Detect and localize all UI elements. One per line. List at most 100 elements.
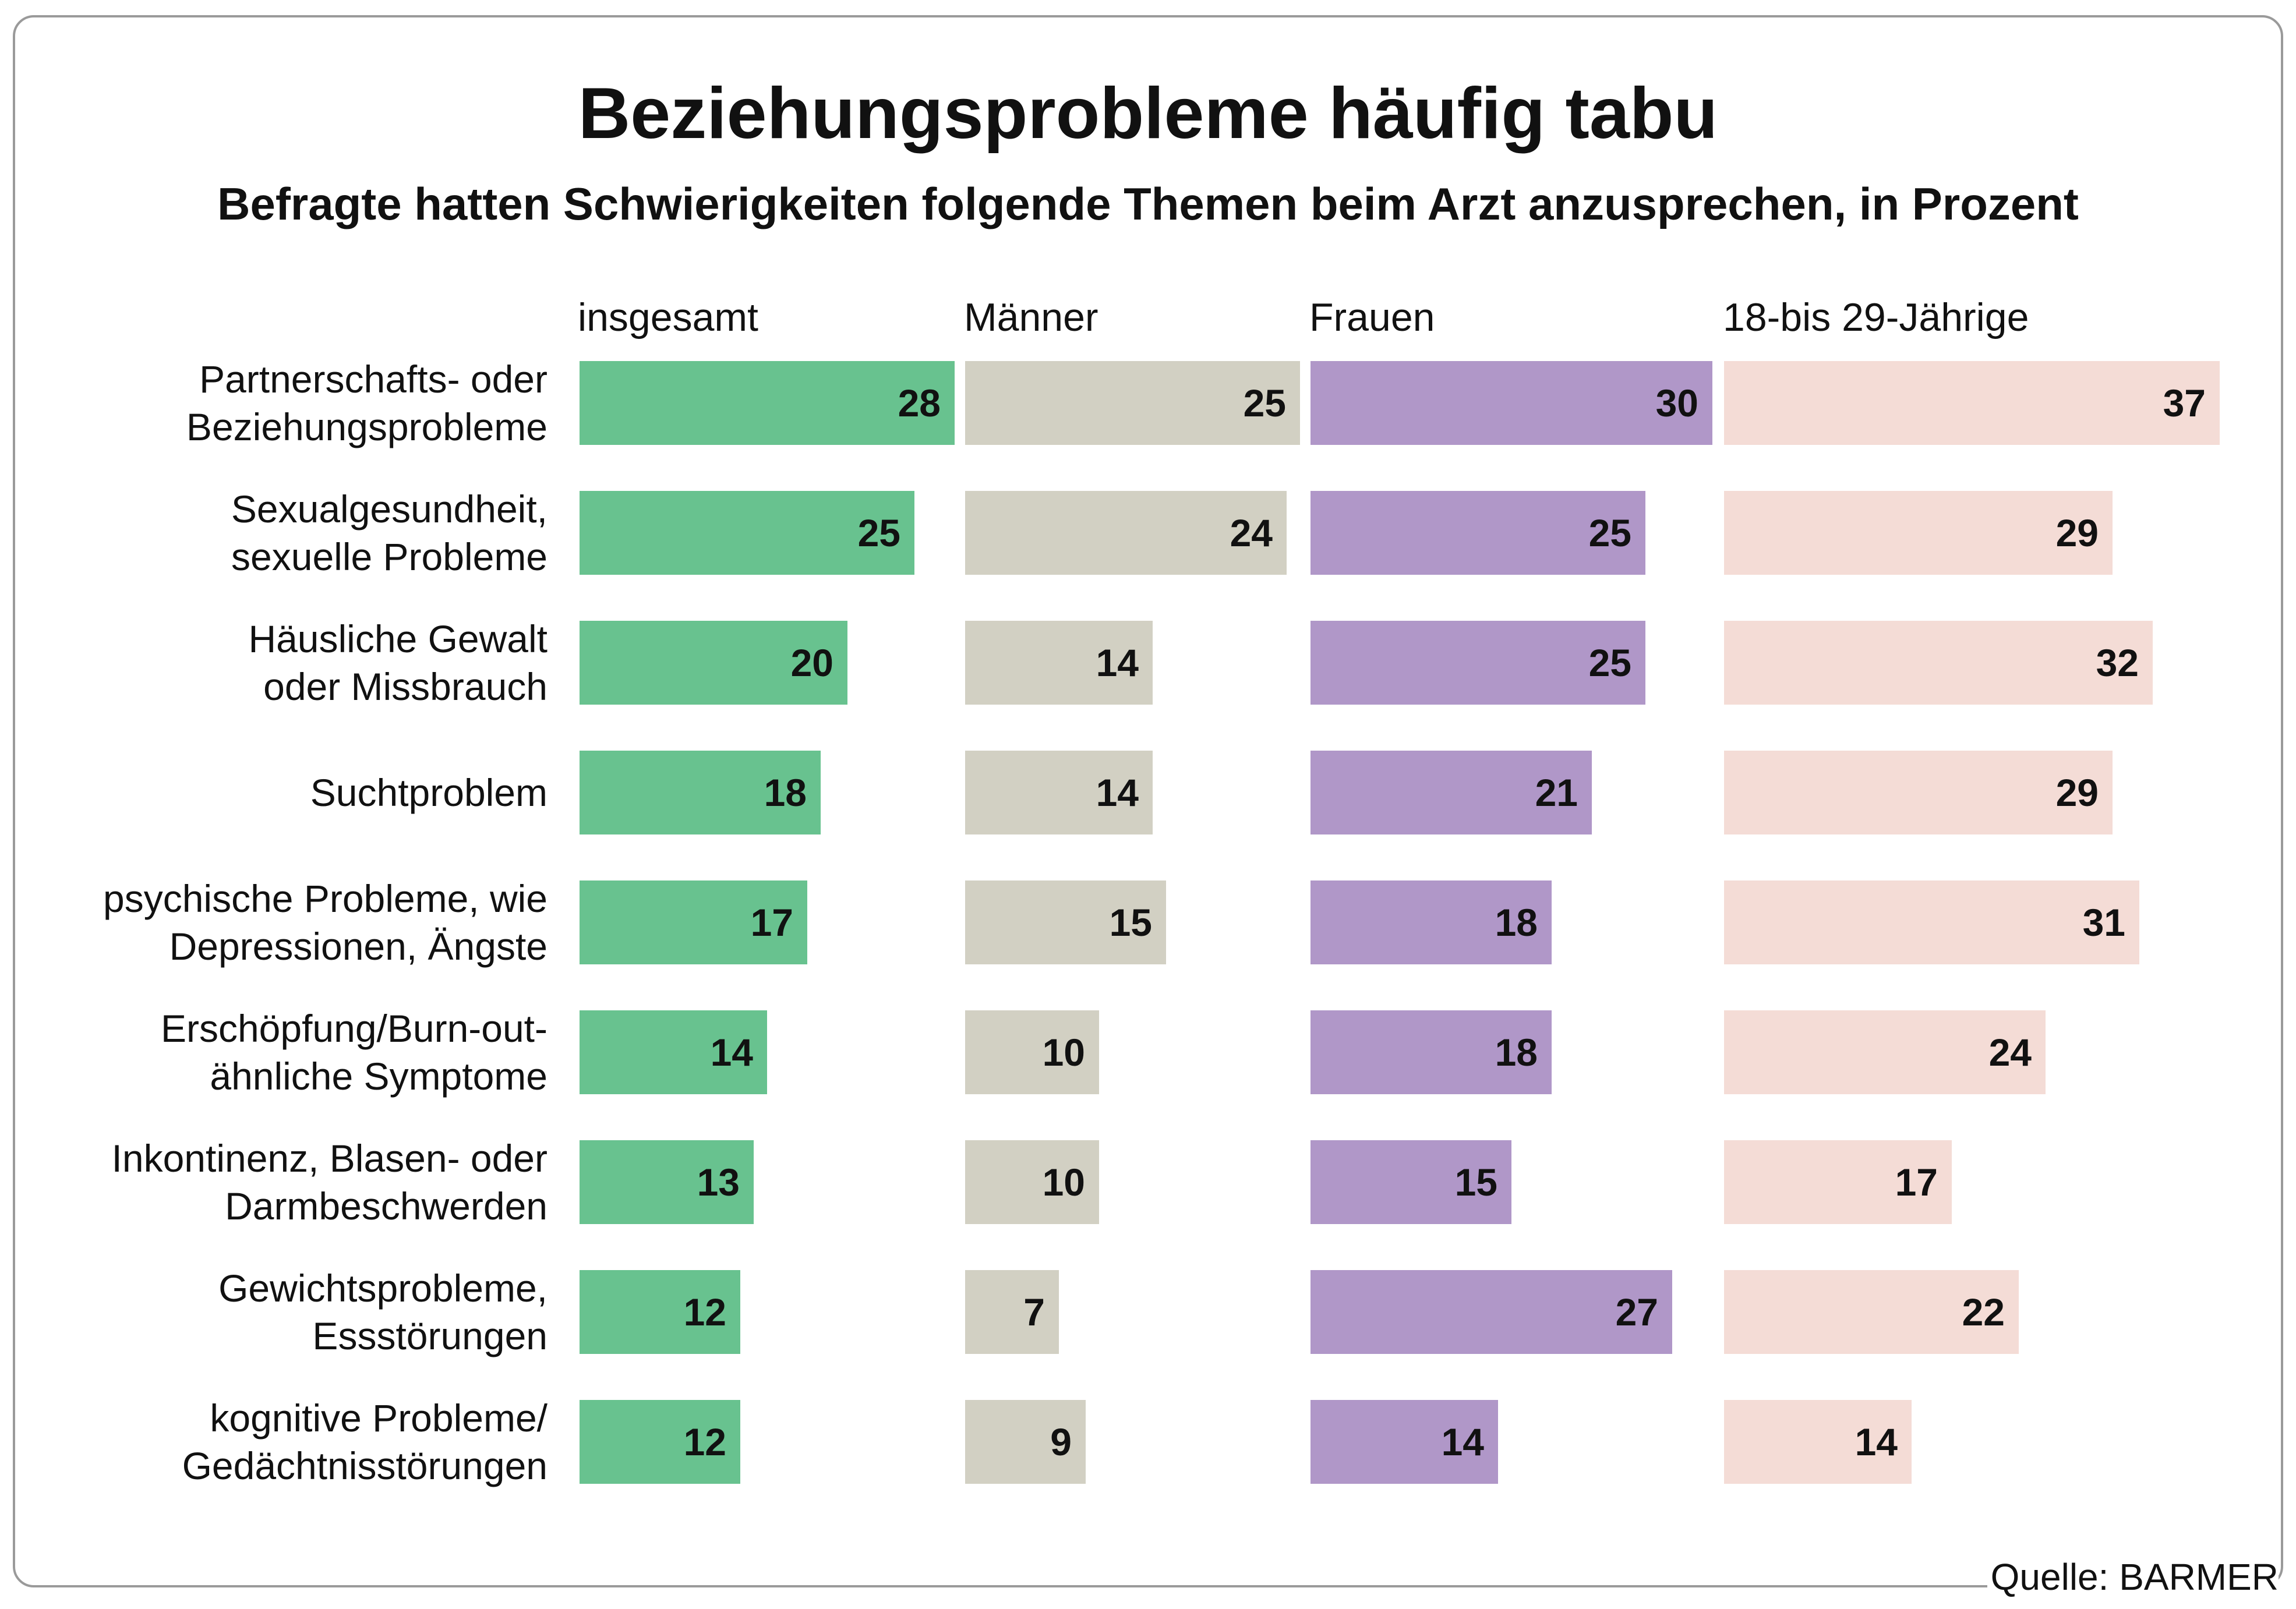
- bar-value-label: 9: [1050, 1420, 1072, 1463]
- bar-value-label: 14: [710, 1031, 753, 1074]
- bar-insgesamt: [580, 1010, 767, 1094]
- bar-value-label: 27: [1615, 1290, 1658, 1334]
- bar-jung: [1724, 361, 2220, 445]
- bar-value-label: 21: [1535, 771, 1578, 814]
- bar-value-label: 25: [1588, 511, 1631, 554]
- bar-value-label: 18: [1495, 901, 1538, 944]
- bar-insgesamt: [580, 1140, 754, 1224]
- bar-frauen: [1311, 751, 1592, 834]
- bar-value-label: 32: [2096, 641, 2139, 684]
- bar-value-label: 22: [1962, 1290, 2005, 1334]
- bar-insgesamt: [580, 880, 807, 964]
- row-label-line: Suchtproblem: [310, 771, 547, 814]
- bar-value-label: 12: [683, 1290, 726, 1334]
- row-label: Partnerschafts- oder Beziehungsprobleme: [35, 355, 547, 451]
- column-header-frauen: Frauen: [1309, 295, 1435, 340]
- bar-insgesamt: [580, 751, 821, 834]
- row-label-line: Sexualgesundheit,: [231, 487, 547, 531]
- bar-value-label: 14: [1096, 771, 1139, 814]
- row-label-line: Partnerschafts- oder: [199, 358, 547, 401]
- column-header-jung: 18-bis 29-Jährige: [1723, 295, 2029, 340]
- bar-value-label: 15: [1109, 901, 1152, 944]
- bar-value-label: 15: [1454, 1161, 1497, 1204]
- row-label-line: Häusliche Gewalt: [248, 617, 547, 660]
- bar-frauen: [1311, 1140, 1511, 1224]
- bar-value-label: 17: [1895, 1161, 1938, 1204]
- bar-frauen: [1311, 361, 1712, 445]
- bar-value-label: 12: [683, 1420, 726, 1463]
- bar-frauen: [1311, 1010, 1552, 1094]
- row-label-line: kognitive Probleme/: [210, 1396, 547, 1440]
- bar-value-label: 7: [1023, 1290, 1045, 1334]
- bar-value-label: 18: [764, 771, 807, 814]
- bar-maenner: [965, 880, 1166, 964]
- bar-jung: [1724, 621, 2153, 705]
- column-header-maenner: Männer: [964, 295, 1098, 340]
- bar-maenner: [965, 621, 1153, 705]
- row-label: Häusliche Gewalt oder Missbrauch: [35, 615, 547, 710]
- column-header-insgesamt: insgesamt: [578, 295, 758, 340]
- bar-jung: [1724, 1010, 2046, 1094]
- bar-insgesamt: [580, 1270, 740, 1354]
- row-label-line: psychische Probleme, wie: [103, 877, 547, 920]
- bar-insgesamt: [580, 621, 847, 705]
- bar-value-label: 14: [1441, 1420, 1484, 1463]
- bar-maenner: [965, 1270, 1059, 1354]
- bar-jung: [1724, 1400, 1912, 1484]
- bar-value-label: 14: [1855, 1420, 1898, 1463]
- bar-value-label: 29: [2055, 771, 2099, 814]
- bar-value-label: 29: [2055, 511, 2099, 554]
- bar-frauen: [1311, 491, 1645, 575]
- row-label-line: Beziehungsprobleme: [186, 405, 547, 448]
- row-label-line: Darmbeschwerden: [225, 1184, 547, 1228]
- chart-subtitle: Befragte hatten Schwierigkeiten folgende…: [217, 178, 2079, 229]
- bar-jung: [1724, 491, 2113, 575]
- bar-jung: [1724, 1140, 1952, 1224]
- row-label: Inkontinenz, Blasen- oder Darmbeschwerden: [35, 1134, 547, 1230]
- bar-frauen: [1311, 621, 1645, 705]
- bar-value-label: 14: [1096, 641, 1139, 684]
- row-label-line: Gewichtsprobleme,: [218, 1267, 547, 1310]
- bar-value-label: 25: [857, 511, 900, 554]
- bar-insgesamt: [580, 361, 955, 445]
- row-label: psychische Probleme, wie Depressionen, Än…: [35, 875, 547, 970]
- bar-insgesamt: [580, 1400, 740, 1484]
- bar-frauen: [1311, 1400, 1498, 1484]
- row-label: Suchtproblem: [35, 769, 547, 816]
- bar-maenner: [965, 361, 1300, 445]
- source-note: Quelle: BARMER: [1987, 1554, 2279, 1600]
- bar-value-label: 30: [1655, 381, 1698, 425]
- bar-maenner: [965, 751, 1153, 834]
- row-label-line: Gedächtnisstörungen: [182, 1444, 547, 1487]
- bar-value-label: 20: [790, 641, 833, 684]
- row-label-line: Depressionen, Ängste: [169, 925, 547, 968]
- bar-value-label: 31: [2082, 901, 2125, 944]
- row-label: Gewichtsprobleme, Essstörungen: [35, 1264, 547, 1360]
- bar-jung: [1724, 880, 2139, 964]
- row-label: Sexualgesundheit, sexuelle Probleme: [35, 485, 547, 581]
- bar-value-label: 17: [750, 901, 793, 944]
- bar-value-label: 37: [2163, 381, 2206, 425]
- row-label-line: ähnliche Symptome: [210, 1055, 547, 1098]
- bar-value-label: 10: [1042, 1161, 1085, 1204]
- row-label: kognitive Probleme/Gedächtnisstörungen: [35, 1394, 547, 1490]
- bar-maenner: [965, 491, 1287, 575]
- bar-frauen: [1311, 880, 1552, 964]
- bar-value-label: 24: [1988, 1031, 2032, 1074]
- row-label-line: Essstörungen: [312, 1314, 547, 1357]
- bar-jung: [1724, 751, 2113, 834]
- row-label-line: oder Missbrauch: [263, 665, 547, 708]
- row-label-line: Inkontinenz, Blasen- oder: [111, 1137, 547, 1180]
- bar-value-label: 13: [697, 1161, 740, 1204]
- bar-value-label: 10: [1042, 1031, 1085, 1074]
- bar-value-label: 25: [1243, 381, 1286, 425]
- bar-maenner: [965, 1140, 1099, 1224]
- bar-value-label: 25: [1588, 641, 1631, 684]
- row-label-line: Erschöpfung/Burn-out-: [160, 1007, 547, 1050]
- bar-frauen: [1311, 1270, 1672, 1354]
- bar-maenner: [965, 1400, 1086, 1484]
- bar-value-label: 18: [1495, 1031, 1538, 1074]
- row-label: Erschöpfung/Burn-out-ähnliche Symptome: [35, 1005, 547, 1100]
- bar-jung: [1724, 1270, 2019, 1354]
- bar-value-label: 24: [1230, 511, 1273, 554]
